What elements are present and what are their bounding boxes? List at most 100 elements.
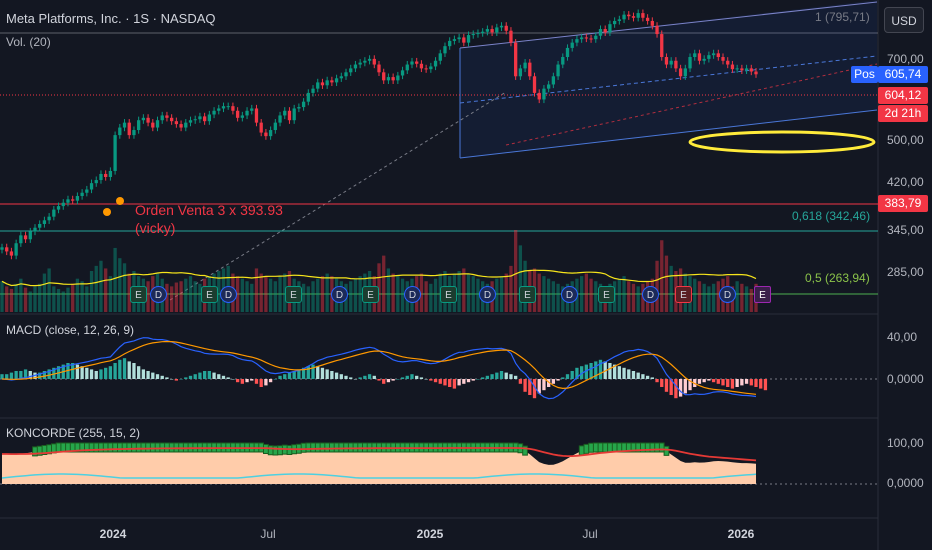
candle-body (645, 17, 650, 21)
candle-body (438, 53, 442, 61)
dividend-event-icon[interactable]: D (220, 286, 237, 303)
volume-bar (716, 281, 720, 312)
volume-bar (23, 287, 28, 312)
volume-bar (433, 278, 438, 312)
volume-bar (424, 281, 428, 312)
earnings-event-icon[interactable]: E (754, 286, 771, 303)
currency-button[interactable]: USD (884, 7, 924, 33)
volume-bar (170, 286, 174, 312)
candle-body (754, 71, 758, 75)
dividend-event-icon[interactable]: D (150, 286, 167, 303)
earnings-event-icon[interactable]: E (598, 286, 615, 303)
macd-hist-bar (334, 372, 339, 379)
macd-hist-bar (504, 372, 508, 379)
order-marker-1[interactable] (103, 208, 111, 216)
earnings-event-icon[interactable]: E (130, 286, 147, 303)
price-label-345: 345,00 (887, 223, 924, 237)
symbol-title[interactable]: Meta Platforms, Inc. · 1S · NASDAQ (6, 11, 216, 26)
ellipse-annotation[interactable] (688, 130, 876, 154)
macd-hist-bar (14, 371, 18, 379)
macd-hist-bar (235, 379, 240, 383)
candle-body (433, 60, 438, 67)
volume-bar (471, 276, 475, 312)
volume-bar (377, 263, 381, 312)
macd-hist-bar (721, 379, 725, 386)
order-marker-2[interactable] (116, 197, 124, 205)
earnings-event-icon[interactable]: E (362, 286, 379, 303)
koncorde-axis-100: 100,00 (887, 436, 924, 450)
macd-hist-bar (132, 363, 136, 379)
volume-bar (457, 271, 461, 312)
candle-body (89, 183, 94, 190)
volume-bar (104, 268, 108, 312)
macd-hist-bar (188, 375, 193, 379)
candle-body (363, 60, 367, 63)
volume-bar (617, 278, 621, 312)
volume-bar (47, 268, 51, 312)
dividend-event-icon[interactable]: D (479, 286, 496, 303)
macd-hist-bar (400, 377, 405, 379)
volume-bar (52, 286, 56, 312)
earnings-event-icon[interactable]: E (285, 286, 302, 303)
dividend-event-icon[interactable]: D (404, 286, 421, 303)
earnings-event-icon[interactable]: E (440, 286, 457, 303)
volume-bar (198, 283, 202, 312)
volume-bar (19, 278, 23, 312)
macd-hist-bar (603, 361, 607, 379)
macd-hist-bar (391, 379, 395, 381)
volume-bar (740, 283, 744, 312)
candle-body (283, 110, 287, 116)
candle-body (537, 92, 541, 100)
volume-bar (89, 271, 94, 312)
volume-bar (537, 273, 541, 312)
macd-hist-bar (744, 379, 749, 384)
koncorde-label[interactable]: KONCORDE (255, 15, 2) (6, 426, 141, 440)
candle-body (551, 76, 556, 85)
macd-label[interactable]: MACD (close, 12, 26, 9) (6, 323, 135, 337)
volume-bar (509, 265, 513, 312)
macd-hist-bar (71, 363, 75, 379)
macd-hist-bar (193, 374, 197, 379)
macd-hist-bar (683, 379, 687, 394)
time-label-jul-2025: Jul (582, 527, 598, 541)
dividend-event-icon[interactable]: D (719, 286, 736, 303)
macd-axis-0: 0,0000 (887, 372, 924, 386)
candle-body (33, 227, 37, 232)
candle-body (405, 64, 409, 71)
macd-hist-bar (353, 379, 358, 380)
macd-hist-bar (104, 367, 108, 379)
macd-hist-bar (405, 375, 409, 379)
volume-bar (636, 286, 640, 312)
macd-hist-bar (419, 377, 424, 379)
macd-hist-bar (448, 379, 452, 387)
macd-hist-bar (674, 379, 678, 399)
candle-body (14, 243, 18, 256)
candle-body (702, 58, 706, 61)
candle-body (556, 64, 560, 77)
earnings-event-icon[interactable]: E (675, 286, 692, 303)
candle-body (137, 120, 141, 131)
candle-body (579, 37, 584, 40)
order-label-line2: (vicky) (135, 220, 176, 236)
candle-body (28, 231, 32, 240)
volume-bar (113, 247, 117, 312)
earnings-event-icon[interactable]: E (201, 286, 218, 303)
dividend-event-icon[interactable]: D (561, 286, 578, 303)
position-tag[interactable]: Pos (851, 66, 878, 83)
volume-indicator-label[interactable]: Vol. (20) (6, 35, 51, 49)
dividend-event-icon[interactable]: D (331, 286, 348, 303)
candle-body (462, 37, 466, 43)
macd-hist-bar (542, 379, 546, 391)
dividend-event-icon[interactable]: D (642, 286, 659, 303)
candle-body (514, 42, 518, 77)
candle-body (198, 116, 202, 120)
earnings-event-icon[interactable]: E (519, 286, 536, 303)
koncorde-axis-0: 0,0000 (887, 476, 924, 490)
candle-body (452, 39, 457, 41)
macd-hist-bar (702, 379, 706, 383)
candle-body (584, 37, 588, 39)
volume-bar (400, 278, 405, 312)
order-label[interactable]: Orden Venta 3 x 393.93 (vicky) (135, 201, 283, 237)
macd-hist-bar (561, 377, 565, 379)
